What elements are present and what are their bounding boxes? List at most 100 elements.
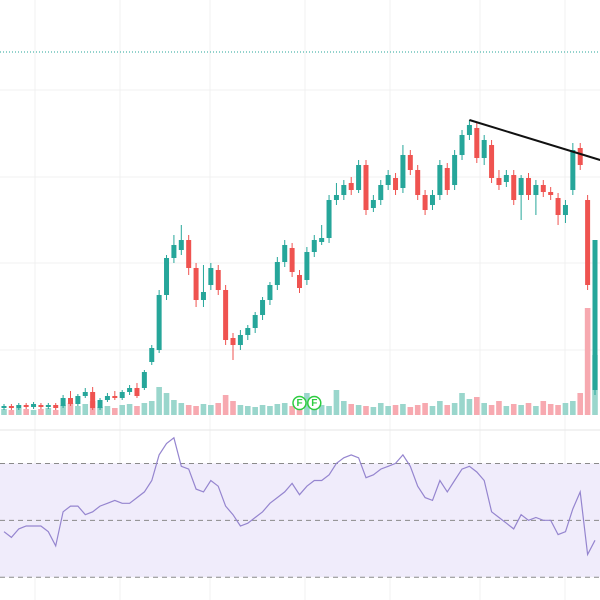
volume-bar — [466, 399, 473, 415]
candle-body — [333, 195, 339, 200]
candle-body — [452, 155, 458, 185]
candle-body — [511, 175, 517, 200]
candle-body — [16, 405, 22, 408]
volume-bar — [385, 406, 391, 415]
candle-body — [156, 295, 162, 350]
volume-bar — [97, 407, 103, 415]
candle-body — [215, 270, 221, 290]
event-marker-label: F — [296, 398, 302, 409]
candle-body — [429, 195, 435, 205]
volume-bar — [244, 406, 251, 415]
candle-body — [252, 315, 258, 328]
volume-bar — [414, 405, 421, 415]
volume-bar — [540, 401, 547, 415]
candle-body — [341, 185, 347, 195]
candle-body — [503, 175, 509, 182]
candle-body — [237, 335, 243, 345]
volume-bar — [444, 405, 451, 415]
candle-body — [171, 245, 177, 258]
volume-bar — [562, 403, 569, 415]
volume-bar — [429, 406, 436, 415]
volume-bar — [570, 401, 576, 415]
volume-bar — [52, 410, 59, 415]
candle-body — [562, 205, 568, 215]
candle-body — [75, 396, 81, 404]
candle-body — [370, 200, 376, 208]
volume-bar — [407, 407, 414, 415]
candle-body — [400, 155, 406, 188]
volume-bar — [518, 405, 524, 415]
volume-bar — [222, 395, 229, 415]
volume-bar — [326, 406, 332, 415]
volume-bar — [584, 308, 591, 415]
vertical-grid — [34, 0, 566, 600]
volume-bar — [451, 403, 458, 415]
volume-bar — [252, 407, 258, 415]
candle-body — [200, 292, 206, 300]
candle-body — [356, 165, 362, 190]
candle-body — [38, 405, 44, 407]
volume-bar — [503, 406, 510, 415]
candle-body — [533, 185, 539, 195]
volume-bar — [496, 401, 502, 415]
candle-body — [193, 268, 199, 300]
candle-body — [363, 165, 369, 210]
candle-body — [422, 195, 428, 210]
candle-body — [127, 388, 133, 392]
volume-bar — [533, 406, 539, 415]
candle-body — [178, 240, 184, 250]
volume-bar — [370, 407, 377, 415]
candle-body — [67, 398, 73, 404]
volume-bar — [363, 406, 369, 415]
volume-bar — [281, 403, 288, 415]
volume-bar — [38, 409, 44, 415]
volume-bar — [60, 405, 66, 415]
volume-bar — [304, 393, 310, 415]
candle-body — [304, 252, 310, 280]
candle-body — [60, 398, 66, 406]
volume-bar — [510, 404, 517, 415]
volume-bar — [289, 406, 295, 415]
volume-bar — [488, 405, 495, 415]
volume-bar — [75, 406, 81, 415]
candle-body — [186, 240, 192, 268]
candle-body — [149, 348, 155, 362]
candle-body — [311, 240, 317, 252]
candle-body — [23, 405, 29, 407]
candle-body — [496, 178, 502, 185]
candle-body — [592, 240, 598, 390]
candle-body — [570, 150, 576, 190]
volume-bar — [377, 403, 384, 415]
candle-body — [348, 183, 354, 190]
candle-body — [378, 185, 384, 200]
candle-body — [518, 178, 524, 195]
candle-body — [8, 406, 14, 408]
candle-body — [104, 396, 110, 400]
volume-bar — [237, 405, 244, 415]
candle-body — [31, 404, 37, 407]
candle-body — [474, 128, 480, 158]
volume-bar — [547, 404, 554, 415]
candle-body — [82, 392, 88, 396]
volume-bar — [134, 406, 140, 415]
volume-bar — [525, 403, 532, 415]
volume-bar — [318, 405, 325, 415]
volume-bar — [112, 408, 118, 415]
volume-bar — [1, 409, 7, 415]
volume-bar — [215, 403, 222, 415]
volume-bar — [296, 407, 303, 415]
volume-bar — [148, 401, 155, 415]
volume-bar — [119, 405, 125, 415]
candle-body — [585, 200, 591, 285]
volume-bar — [178, 403, 185, 415]
candle-body — [245, 328, 251, 335]
volume-bar — [459, 393, 465, 415]
candle-body — [466, 125, 472, 135]
candle-body — [481, 140, 487, 158]
volume-bar — [555, 405, 561, 415]
candle-body — [53, 405, 59, 408]
volume-bar — [200, 404, 207, 415]
candle-body — [459, 135, 465, 155]
candle-body — [297, 275, 302, 288]
